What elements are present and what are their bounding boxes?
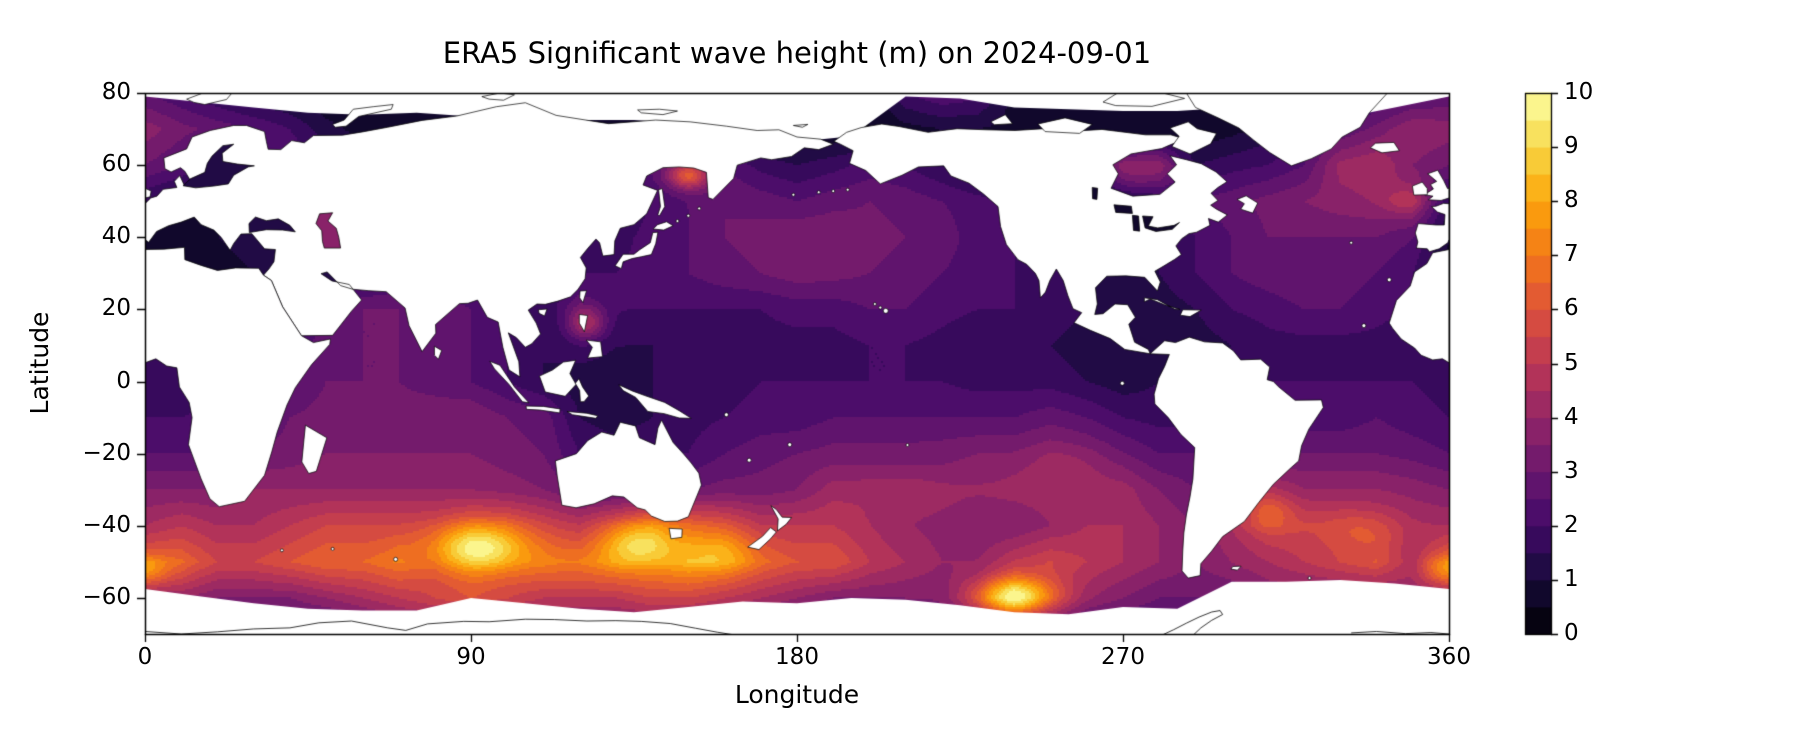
colorbar-tick-label-2: 2 <box>1564 511 1579 538</box>
x-tick-label-360: 360 <box>1427 644 1471 670</box>
x-tick-label-90: 90 <box>456 644 486 670</box>
y-tick-label-0: 0 <box>116 367 131 394</box>
colorbar-tick-label-0: 0 <box>1564 620 1579 646</box>
y-tick-label-60: 60 <box>101 151 131 178</box>
y-tick-label--20: −20 <box>82 439 131 466</box>
colorbar-tick-label-6: 6 <box>1564 295 1579 322</box>
colorbar-tick-label-1: 1 <box>1564 565 1579 592</box>
x-tick-label-0: 0 <box>137 644 153 670</box>
colorbar-tick-label-9: 9 <box>1564 133 1579 160</box>
colorbar-tick-label-4: 4 <box>1564 403 1579 430</box>
y-tick-label-20: 20 <box>101 295 131 322</box>
chart-title: ERA5 Significant wave height (m) on 2024… <box>442 36 1152 70</box>
y-axis-label: Latitude <box>25 311 54 415</box>
x-tick-label-270: 270 <box>1101 644 1145 670</box>
colorbar-tick-label-5: 5 <box>1564 349 1579 376</box>
y-tick-label--40: −40 <box>82 511 131 538</box>
y-tick-label-40: 40 <box>101 223 131 250</box>
x-tick-label-180: 180 <box>775 644 819 670</box>
y-tick-label-80: 80 <box>101 79 131 105</box>
x-axis-label: Longitude <box>734 680 860 709</box>
colorbar-tick-label-7: 7 <box>1564 241 1579 268</box>
colorbar-tick-label-3: 3 <box>1564 457 1579 484</box>
colorbar-tick-label-8: 8 <box>1564 187 1579 214</box>
colorbar-tick-label-10: 10 <box>1564 79 1594 105</box>
y-tick-label--60: −60 <box>82 583 131 610</box>
